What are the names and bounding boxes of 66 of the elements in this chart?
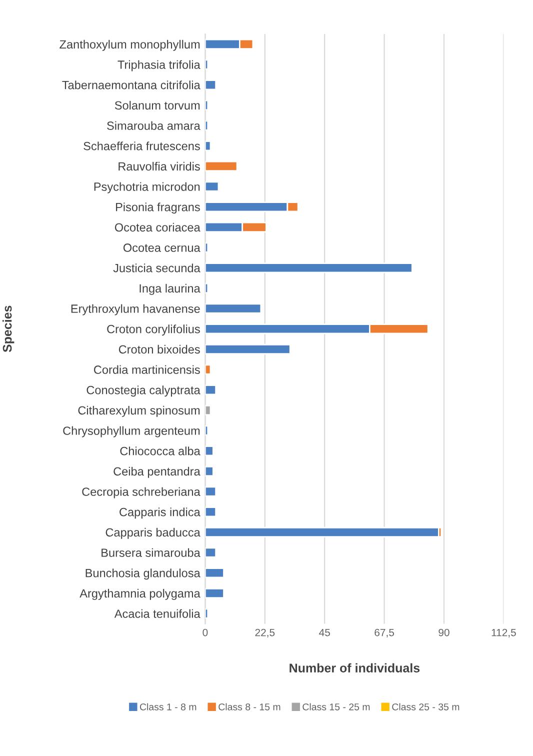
y-tick-label: Cecropia schreberiana	[82, 487, 200, 498]
bar	[205, 588, 224, 598]
x-axis-title: Number of individuals	[290, 663, 420, 672]
legend-label: Class 25 - 35 m	[392, 703, 460, 710]
y-tick-label: Psychotria microdon	[94, 182, 200, 194]
y-tick-label: Acacia tenuifolia	[114, 609, 200, 618]
bar	[205, 120, 209, 131]
y-tick-label: Erythroxylum havanense	[71, 304, 200, 316]
bar	[205, 404, 212, 416]
bar	[205, 547, 217, 558]
bar	[205, 466, 214, 476]
bar	[205, 262, 413, 274]
x-tick-label: 112,5	[492, 628, 516, 638]
bar	[205, 425, 209, 436]
y-tick-label: Croton bixoides	[118, 344, 200, 354]
bar	[205, 59, 209, 70]
y-tick-label: Cordia martinicensis	[94, 365, 200, 374]
y-tick-label: Ceiba pentandra	[114, 466, 200, 478]
legend-label: Class 1 - 8 m	[140, 703, 196, 710]
bar	[205, 344, 291, 354]
bar	[205, 181, 220, 192]
x-tick-label: 67,5	[374, 628, 394, 638]
y-tick-label: Inga laurina	[140, 284, 200, 295]
x-tick-label: 22,5	[255, 628, 275, 638]
y-tick-label: Tabernaemontana citrifolia	[62, 80, 200, 90]
x-tick-label: 0	[202, 628, 208, 636]
y-tick-label: Capparis baducca	[106, 528, 200, 539]
bar	[205, 100, 209, 110]
bar	[205, 446, 214, 456]
x-tick-label: 45	[319, 628, 330, 636]
legend-label: Class 8 - 15 m	[218, 703, 280, 710]
y-tick-label: Croton corylifolius	[107, 324, 200, 336]
y-tick-label: Ocotea coriacea	[114, 222, 200, 232]
bar	[205, 364, 212, 375]
y-tick-label: Bursera simarouba	[102, 548, 200, 557]
bar	[205, 608, 209, 619]
y-tick-label: Argythamnia polygama	[80, 588, 200, 600]
y-tick-label: Capparis indica	[120, 508, 200, 519]
bar	[205, 242, 209, 253]
y-tick-label: Chrysophyllum argenteum	[63, 426, 200, 438]
y-tick-label: Conostegia calyptrata	[86, 386, 200, 397]
y-tick-label: Citharexylum spinosum	[78, 406, 200, 417]
y-axis-title: Species	[2, 306, 14, 352]
y-tick-label: Bunchosia glandulosa	[86, 568, 200, 580]
bar	[205, 526, 440, 538]
x-tick-label: 90	[438, 628, 450, 636]
y-tick-label: Ocotea cernua	[123, 244, 200, 252]
y-tick-label: Chiococca alba	[120, 446, 200, 456]
y-tick-label: Justicia secunda	[113, 264, 200, 272]
bar	[205, 384, 217, 396]
bar	[205, 160, 238, 172]
y-tick-label: Rauvolfia viridis	[118, 162, 200, 171]
bar	[205, 568, 224, 578]
y-tick-label: Solanum torvum	[114, 100, 200, 110]
bar	[205, 282, 209, 294]
bar	[205, 140, 212, 152]
bar	[205, 486, 217, 497]
bar	[205, 506, 217, 518]
legend-label: Class 15 - 25 m	[302, 703, 370, 710]
bar	[205, 303, 262, 314]
y-tick-label: Pisonia fragrans	[116, 202, 200, 214]
y-tick-label: Schaefferia frutescens	[84, 142, 200, 150]
bar	[205, 80, 217, 90]
y-tick-label: Triphasia trifolia	[118, 60, 200, 72]
y-tick-label: Zanthoxylum monophyllum	[60, 40, 200, 51]
y-tick-label: Simarouba amara	[107, 121, 200, 130]
